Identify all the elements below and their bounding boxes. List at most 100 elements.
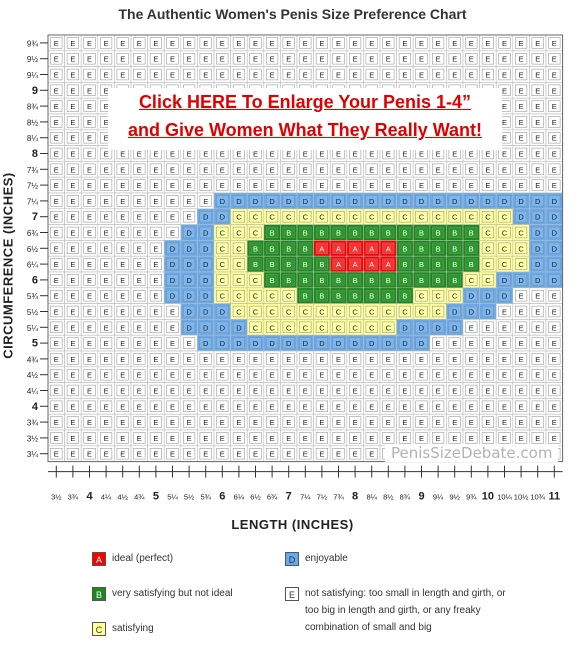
heat-cell-label: C [269,323,275,332]
heat-cell-label: E [54,402,59,411]
heat-cell-box [548,68,561,81]
heat-cell-label: E [452,402,457,411]
heat-cell-label: C [485,213,491,222]
heat-cell-box [382,37,395,49]
heat-cell-box [50,68,63,81]
heat-cell-box [133,211,146,223]
heat-cell-label: E [153,276,158,285]
heat-cell-label: E [286,434,291,443]
heat-cell-label: E [402,434,407,443]
heat-cell-label: E [535,339,540,348]
heat-cell-label: D [435,323,441,332]
heat-cell-box [398,53,411,65]
heat-cell-label: E [519,308,524,317]
heat-cell-label: E [452,71,457,80]
heat-cell-box [66,274,79,286]
heat-cell-label: C [336,213,342,222]
heat-cell-box [382,68,395,81]
heat-cell-label: E [70,71,75,80]
heat-cell-box [481,274,494,286]
heat-cell-label: B [303,292,308,301]
heat-cell-box [100,274,113,286]
heat-cell-label: E [369,434,374,443]
heat-cell-label: B [419,260,424,269]
heat-cell-label: E [54,244,59,253]
x-tick-label: 10 [482,491,494,503]
heat-cell-box [66,53,79,65]
heat-cell-box [515,226,528,239]
heat-cell-box [232,274,245,286]
heat-cell-box [349,226,362,239]
heat-cell-label: E [54,339,59,348]
heat-cell-box [50,195,63,207]
heat-cell-label: E [203,39,208,48]
heat-cell-label: E [386,434,391,443]
heat-cell-label: E [286,450,291,459]
heat-cell-box [398,274,411,286]
heat-cell-box [66,226,79,239]
heat-cell-label: E [369,71,374,80]
heat-cell-box [100,163,113,175]
x-tick-label: 8½ [383,493,394,502]
heat-cell-box [515,37,528,49]
heat-cell-box [299,195,312,207]
enlarge-promo-link[interactable]: Click HERE To Enlarge Your Penis 1-4” an… [108,88,502,150]
heat-cell-box [282,179,295,191]
heat-cell-label: E [236,71,241,80]
heat-cell-label: E [236,150,241,159]
heat-cell-label: E [104,71,109,80]
x-tick-label: 9 [418,491,424,503]
legend-label-a: ideal (perfect) [112,553,174,564]
heat-cell-box [365,179,378,191]
heat-cell-label: B [286,276,291,285]
heat-cell-label: E [386,402,391,411]
heat-cell-box [100,211,113,223]
heat-cell-label: E [535,434,540,443]
heat-cell-box [465,274,478,286]
heat-cell-label: E [54,39,59,48]
heat-cell-label: E [353,355,358,364]
heat-cell-label: E [170,355,175,364]
heat-cell-label: E [502,387,507,396]
heat-cell-label: E [236,434,241,443]
x-tick-label: 5¼ [167,493,178,502]
heat-cell-box [249,179,262,191]
heat-cell-label: B [353,229,358,238]
heat-cell-label: B [369,229,374,238]
heat-cell-label: E [170,402,175,411]
heat-cell-box [315,37,328,49]
heat-cell-label: E [87,181,92,190]
heat-cell-label: D [369,197,375,206]
heat-cell-label: E [336,150,341,159]
heat-cell-box [83,163,96,175]
heat-cell-label: E [87,418,92,427]
heat-cell-label: E [436,339,441,348]
heat-cell-box [548,147,561,160]
heat-cell-label: B [436,229,441,238]
heat-cell-box [183,274,196,286]
heat-cell-box [432,68,445,81]
heat-cell-label: E [552,55,557,64]
x-tick-label: 9½ [449,493,460,502]
heat-cell-box [116,242,129,254]
heat-cell-box [183,163,196,175]
heat-cell-box [149,258,162,270]
heat-cell-box [432,37,445,49]
heat-cell-label: B [469,229,474,238]
heat-cell-label: E [319,355,324,364]
heat-cell-label: E [170,197,175,206]
heat-cell-label: E [386,71,391,80]
heat-cell-box [315,163,328,175]
heat-cell-label: E [87,323,92,332]
heat-cell-label: E [104,213,109,222]
heat-cell-box [365,211,378,223]
heat-cell-box [531,274,544,286]
x-tick-label: 4 [86,491,93,503]
heat-cell-label: E [120,402,125,411]
heat-cell-label: E [336,55,341,64]
heat-cell-label: E [552,434,557,443]
heat-cell-label: D [485,197,491,206]
heat-cell-box [199,258,212,270]
heat-cell-label: B [286,244,291,253]
heat-cell-box [448,163,461,175]
